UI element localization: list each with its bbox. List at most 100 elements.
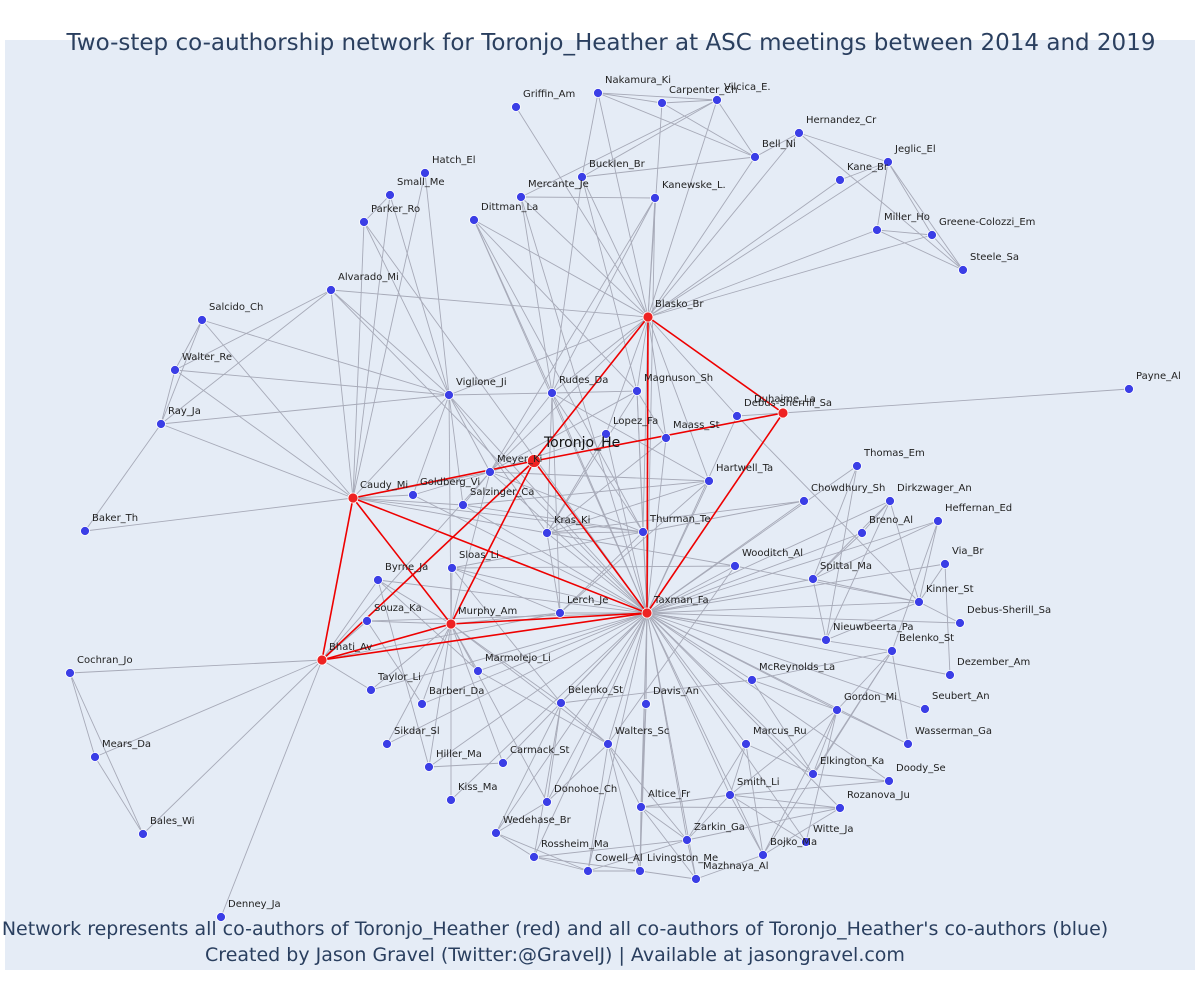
node-bhati-av[interactable] [316, 654, 328, 666]
edge-alvarado-mi-blasko-br [330, 289, 649, 318]
node-blasko-br[interactable] [642, 311, 654, 323]
node-livingston-me[interactable] [635, 866, 645, 876]
node-label-chowdhury-sh: Chowdhury_Sh [811, 483, 885, 494]
node-witte-ja[interactable] [801, 837, 811, 847]
node-debus-sherrill-sa-top[interactable] [732, 411, 742, 421]
node-smith-li[interactable] [725, 790, 735, 800]
node-jeglic-el[interactable] [883, 157, 893, 167]
node-cochran-jo[interactable] [65, 668, 75, 678]
node-dittman-la[interactable] [469, 215, 479, 225]
node-heffernan-ed[interactable] [933, 516, 943, 526]
node-steele-sa[interactable] [958, 265, 968, 275]
node-parker-ro[interactable] [359, 217, 369, 227]
node-label-bucklen-br: Bucklen_Br [589, 159, 646, 170]
node-toronjo-he[interactable] [527, 454, 541, 468]
node-carmack-st[interactable] [498, 758, 508, 768]
node-hartwell-ta[interactable] [704, 476, 714, 486]
node-kanewske-l[interactable] [650, 193, 660, 203]
node-mears-da[interactable] [90, 752, 100, 762]
node-elkington-ka[interactable] [808, 769, 818, 779]
node-barberi-da[interactable] [417, 699, 427, 709]
node-bucklen-br[interactable] [577, 172, 587, 182]
node-kane-br[interactable] [835, 175, 845, 185]
node-rossheim-ma[interactable] [529, 852, 539, 862]
node-walter-re[interactable] [170, 365, 180, 375]
node-sloas-li[interactable] [447, 563, 457, 573]
node-spittal-ma[interactable] [808, 574, 818, 584]
node-cowell-al[interactable] [583, 866, 593, 876]
node-marcus-ru[interactable] [741, 739, 751, 749]
node-miller-ho[interactable] [872, 225, 882, 235]
node-alvarado-mi[interactable] [326, 285, 336, 295]
node-taxman-fa[interactable] [641, 607, 653, 619]
node-davis-an[interactable] [641, 699, 651, 709]
node-hatch-el[interactable] [420, 168, 430, 178]
node-dirkzwager-an[interactable] [885, 496, 895, 506]
node-taylor-li[interactable] [366, 685, 376, 695]
node-chowdhury-sh[interactable] [799, 496, 809, 506]
node-thurman-te[interactable] [638, 527, 648, 537]
node-nakamura-ki[interactable] [593, 88, 603, 98]
node-goldberg-vi[interactable] [408, 490, 418, 500]
node-salzinger-ca[interactable] [458, 500, 468, 510]
node-belenko-st[interactable] [556, 698, 566, 708]
node-magnuson-sh[interactable] [632, 386, 642, 396]
node-via-br[interactable] [940, 559, 950, 569]
node-marmolejo-li[interactable] [473, 666, 483, 676]
node-byrne-ja[interactable] [373, 575, 383, 585]
node-griffin-am[interactable] [511, 102, 521, 112]
node-debus-sherill-sa[interactable] [955, 618, 965, 628]
node-greene-colozzi-em[interactable] [927, 230, 937, 240]
node-lerch-je[interactable] [555, 608, 565, 618]
node-bojko-ma[interactable] [758, 850, 768, 860]
node-mercante-je[interactable] [516, 192, 526, 202]
node-zarkin-ga[interactable] [682, 835, 692, 845]
node-altice-fr[interactable] [636, 802, 646, 812]
node-sikdar-sl[interactable] [382, 739, 392, 749]
node-baker-th[interactable] [80, 526, 90, 536]
edge-souza-ka-barberi-da [366, 620, 423, 705]
node-kinner-st[interactable] [914, 597, 924, 607]
edge-alvarado-mi-viglione-ji [330, 289, 450, 396]
node-payne-al[interactable] [1124, 384, 1134, 394]
node-bell-ni[interactable] [750, 152, 760, 162]
node-kiss-ma[interactable] [446, 795, 456, 805]
node-caudy-mi[interactable] [347, 492, 359, 504]
node-nieuwbeerta-pa[interactable] [821, 635, 831, 645]
node-bales-wi[interactable] [138, 829, 148, 839]
node-vilcica-e[interactable] [712, 95, 722, 105]
node-murphy-am[interactable] [445, 618, 457, 630]
node-wedehase-br[interactable] [491, 828, 501, 838]
node-hiller-ma[interactable] [424, 762, 434, 772]
node-rudes-da[interactable] [547, 388, 557, 398]
edge-chowdhury-sh-kras-ki [546, 500, 805, 534]
node-lopez-fa[interactable] [601, 429, 611, 439]
node-donohoe-ch[interactable] [542, 797, 552, 807]
node-hernandez-cr[interactable] [794, 128, 804, 138]
node-mcreynolds-la[interactable] [747, 675, 757, 685]
node-wooditch-al[interactable] [730, 561, 740, 571]
node-wasserman-ga[interactable] [903, 739, 913, 749]
node-mazhnaya-al[interactable] [691, 874, 701, 884]
node-duhaime-la[interactable] [777, 407, 789, 419]
node-small-me[interactable] [385, 190, 395, 200]
node-salcido-ch[interactable] [197, 315, 207, 325]
node-belenko-st-right[interactable] [887, 646, 897, 656]
node-doody-se[interactable] [884, 776, 894, 786]
node-thomas-em[interactable] [852, 461, 862, 471]
node-kras-ki[interactable] [542, 528, 552, 538]
node-gordon-mi[interactable] [832, 705, 842, 715]
node-souza-ka[interactable] [362, 616, 372, 626]
node-denney-ja[interactable] [216, 912, 226, 922]
node-maass-st[interactable] [661, 433, 671, 443]
node-walters-sc[interactable] [603, 739, 613, 749]
node-rozanova-ju[interactable] [835, 803, 845, 813]
node-viglione-ji[interactable] [444, 390, 454, 400]
node-seubert-an[interactable] [920, 704, 930, 714]
node-meyer-ki[interactable] [485, 467, 495, 477]
node-dezember-am[interactable] [945, 670, 955, 680]
node-carpenter-ch[interactable] [657, 98, 667, 108]
node-breno-al[interactable] [857, 528, 867, 538]
node-ray-ja[interactable] [156, 419, 166, 429]
